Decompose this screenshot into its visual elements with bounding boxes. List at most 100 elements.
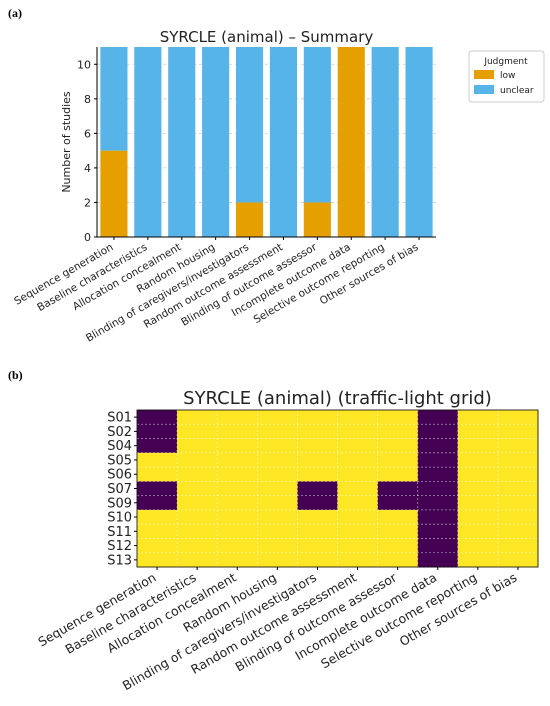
heatmap-cell	[417, 538, 459, 554]
heatmap-cell	[137, 538, 178, 554]
heatmap-cell	[217, 495, 258, 511]
heatmap-cell	[457, 438, 499, 454]
heatmap-cell	[377, 538, 419, 554]
heatmap-cell	[257, 481, 298, 497]
panel-a-label: (a)	[8, 6, 22, 20]
heatmap-cell	[297, 552, 338, 568]
heatmap-cell	[297, 452, 338, 468]
heatmap-cell	[377, 495, 419, 511]
row-label: S02	[107, 425, 132, 440]
bar-unclear	[100, 47, 128, 151]
heatmap-cell	[177, 552, 218, 568]
heatmap-cell	[297, 524, 338, 539]
bar-unclear	[405, 47, 433, 237]
traffic-light-heatmap: S01S02S04S05S06S07S09S10S11S12S13Sequenc…	[35, 388, 539, 693]
legend-label-unclear: unclear	[500, 86, 534, 96]
heatmap-cell	[217, 538, 258, 554]
heatmap-cell	[377, 524, 419, 539]
heatmap-cell	[137, 524, 178, 539]
legend-swatch-unclear	[474, 85, 494, 94]
heatmap-cell	[457, 495, 499, 511]
row-label: S05	[107, 453, 132, 468]
heatmap-cell	[417, 467, 459, 482]
heatmap-cell	[377, 481, 419, 497]
heatmap-cell	[137, 467, 178, 482]
y-tick-label: 10	[77, 58, 91, 71]
heatmap-cell	[377, 438, 419, 454]
heatmap-cell	[417, 552, 459, 568]
row-label: S09	[107, 496, 132, 511]
heatmap-cell	[297, 467, 338, 482]
heatmap-cell	[257, 509, 298, 525]
bar-unclear	[134, 47, 162, 237]
heatmap-cell	[417, 424, 459, 440]
heatmap-cell	[257, 538, 298, 554]
heatmap-cell	[297, 495, 338, 511]
heatmap-cell	[217, 410, 258, 425]
row-label: S11	[107, 525, 132, 540]
heatmap-cell	[337, 524, 379, 539]
heatmap-cell	[457, 509, 499, 525]
heatmap-cell	[337, 410, 379, 425]
heatmap-cell	[217, 452, 258, 468]
heatmap-cell	[377, 467, 419, 482]
heatmap-cell	[297, 481, 338, 497]
heatmap-cell	[137, 495, 178, 511]
heatmap-cell	[377, 410, 419, 425]
heatmap-cell	[177, 438, 218, 454]
legend-swatch-low	[474, 70, 494, 79]
row-label: S01	[107, 411, 132, 426]
heatmap-cell	[217, 481, 258, 497]
heatmap-cell	[337, 552, 379, 568]
heatmap-cell	[417, 495, 459, 511]
heatmap-cell	[497, 467, 539, 482]
heatmap-cell	[497, 524, 539, 539]
heatmap-cell	[137, 509, 178, 525]
heatmap-cell	[497, 424, 539, 440]
y-tick-label: 8	[84, 93, 91, 106]
heatmap-cell	[457, 424, 499, 440]
heatmap-title: SYRCLE (animal) (traffic-light grid)	[183, 388, 492, 409]
bar-unclear	[168, 47, 196, 237]
heatmap-cell	[137, 452, 178, 468]
heatmap-cell	[217, 438, 258, 454]
bar-low	[235, 202, 264, 237]
row-label: S12	[107, 539, 132, 554]
y-tick-label: 2	[84, 196, 91, 209]
heatmap-cell	[257, 467, 298, 482]
heatmap-cell	[337, 495, 379, 511]
heatmap-cell	[417, 524, 459, 539]
y-tick-label: 4	[84, 162, 91, 175]
heatmap-cell	[377, 424, 419, 440]
heatmap-cell	[337, 452, 379, 468]
heatmap-cell	[177, 538, 218, 554]
heatmap-cell	[177, 452, 218, 468]
heatmap-cell	[337, 509, 379, 525]
heatmap-cell	[297, 410, 338, 425]
heatmap-cell	[217, 509, 258, 525]
y-axis-label: Number of studies	[60, 91, 73, 193]
heatmap-cell	[337, 438, 379, 454]
heatmap-cell	[457, 538, 499, 554]
bar-low	[303, 202, 331, 237]
y-tick-label: 6	[84, 127, 91, 140]
heatmap-cell	[417, 509, 459, 525]
heatmap-cell	[497, 452, 539, 468]
heatmap-cell	[497, 438, 539, 454]
bar-unclear	[202, 47, 230, 237]
heatmap-cell	[177, 467, 218, 482]
panel-b-label: (b)	[8, 368, 23, 382]
heatmap-cell	[257, 424, 298, 440]
heatmap-cell	[497, 410, 539, 425]
bar-low	[337, 47, 365, 237]
row-label: S06	[107, 468, 132, 483]
heatmap-cell	[297, 538, 338, 554]
heatmap-cell	[297, 509, 338, 525]
heatmap-cell	[337, 424, 379, 440]
heatmap-cell	[217, 524, 258, 539]
y-tick-label: 0	[84, 231, 91, 244]
heatmap-cell	[177, 524, 218, 539]
heatmap-cell	[137, 424, 178, 440]
